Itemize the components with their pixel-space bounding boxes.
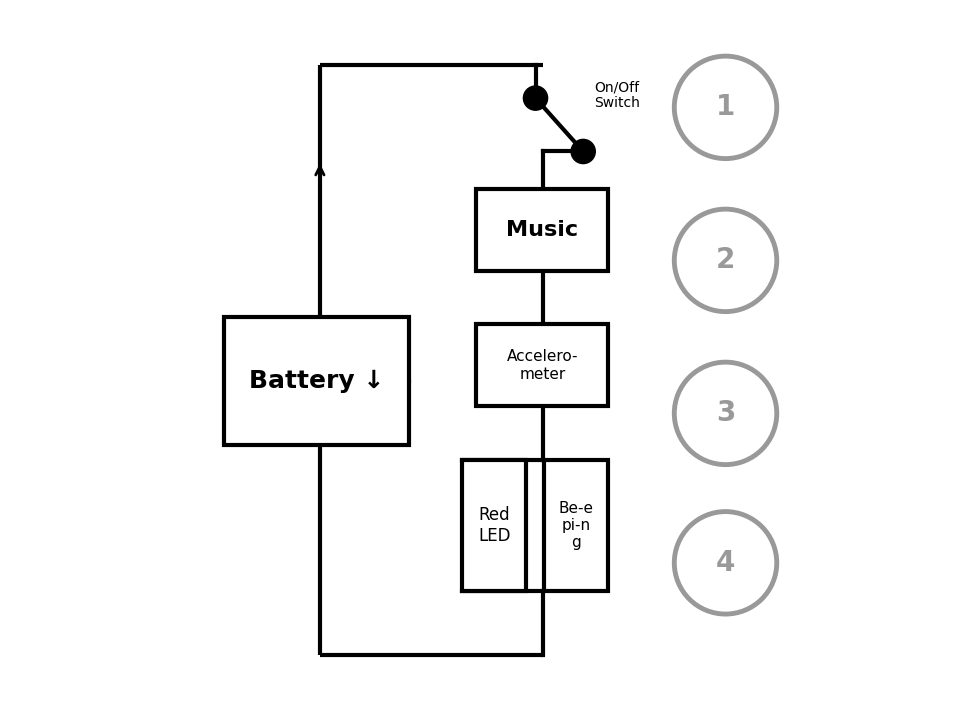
- Text: 3: 3: [716, 400, 735, 428]
- Text: 4: 4: [716, 549, 735, 577]
- Circle shape: [674, 362, 777, 464]
- Text: 2: 2: [716, 246, 735, 274]
- Text: Accelero-
meter: Accelero- meter: [507, 349, 578, 382]
- Bar: [476, 189, 608, 271]
- Bar: [544, 459, 608, 591]
- Text: On/Off
Switch: On/Off Switch: [594, 80, 639, 110]
- Text: Red
LED: Red LED: [478, 506, 511, 545]
- Circle shape: [571, 140, 595, 163]
- Bar: [224, 318, 409, 446]
- Circle shape: [523, 86, 547, 110]
- Text: Battery ↓: Battery ↓: [249, 369, 384, 393]
- Circle shape: [674, 56, 777, 158]
- Text: 1: 1: [716, 94, 735, 122]
- Bar: [462, 459, 526, 591]
- Text: Music: Music: [506, 220, 578, 240]
- Circle shape: [674, 512, 777, 614]
- Bar: [476, 325, 608, 406]
- Text: Be-e
pi-n
g: Be-e pi-n g: [559, 500, 593, 550]
- Circle shape: [674, 209, 777, 312]
